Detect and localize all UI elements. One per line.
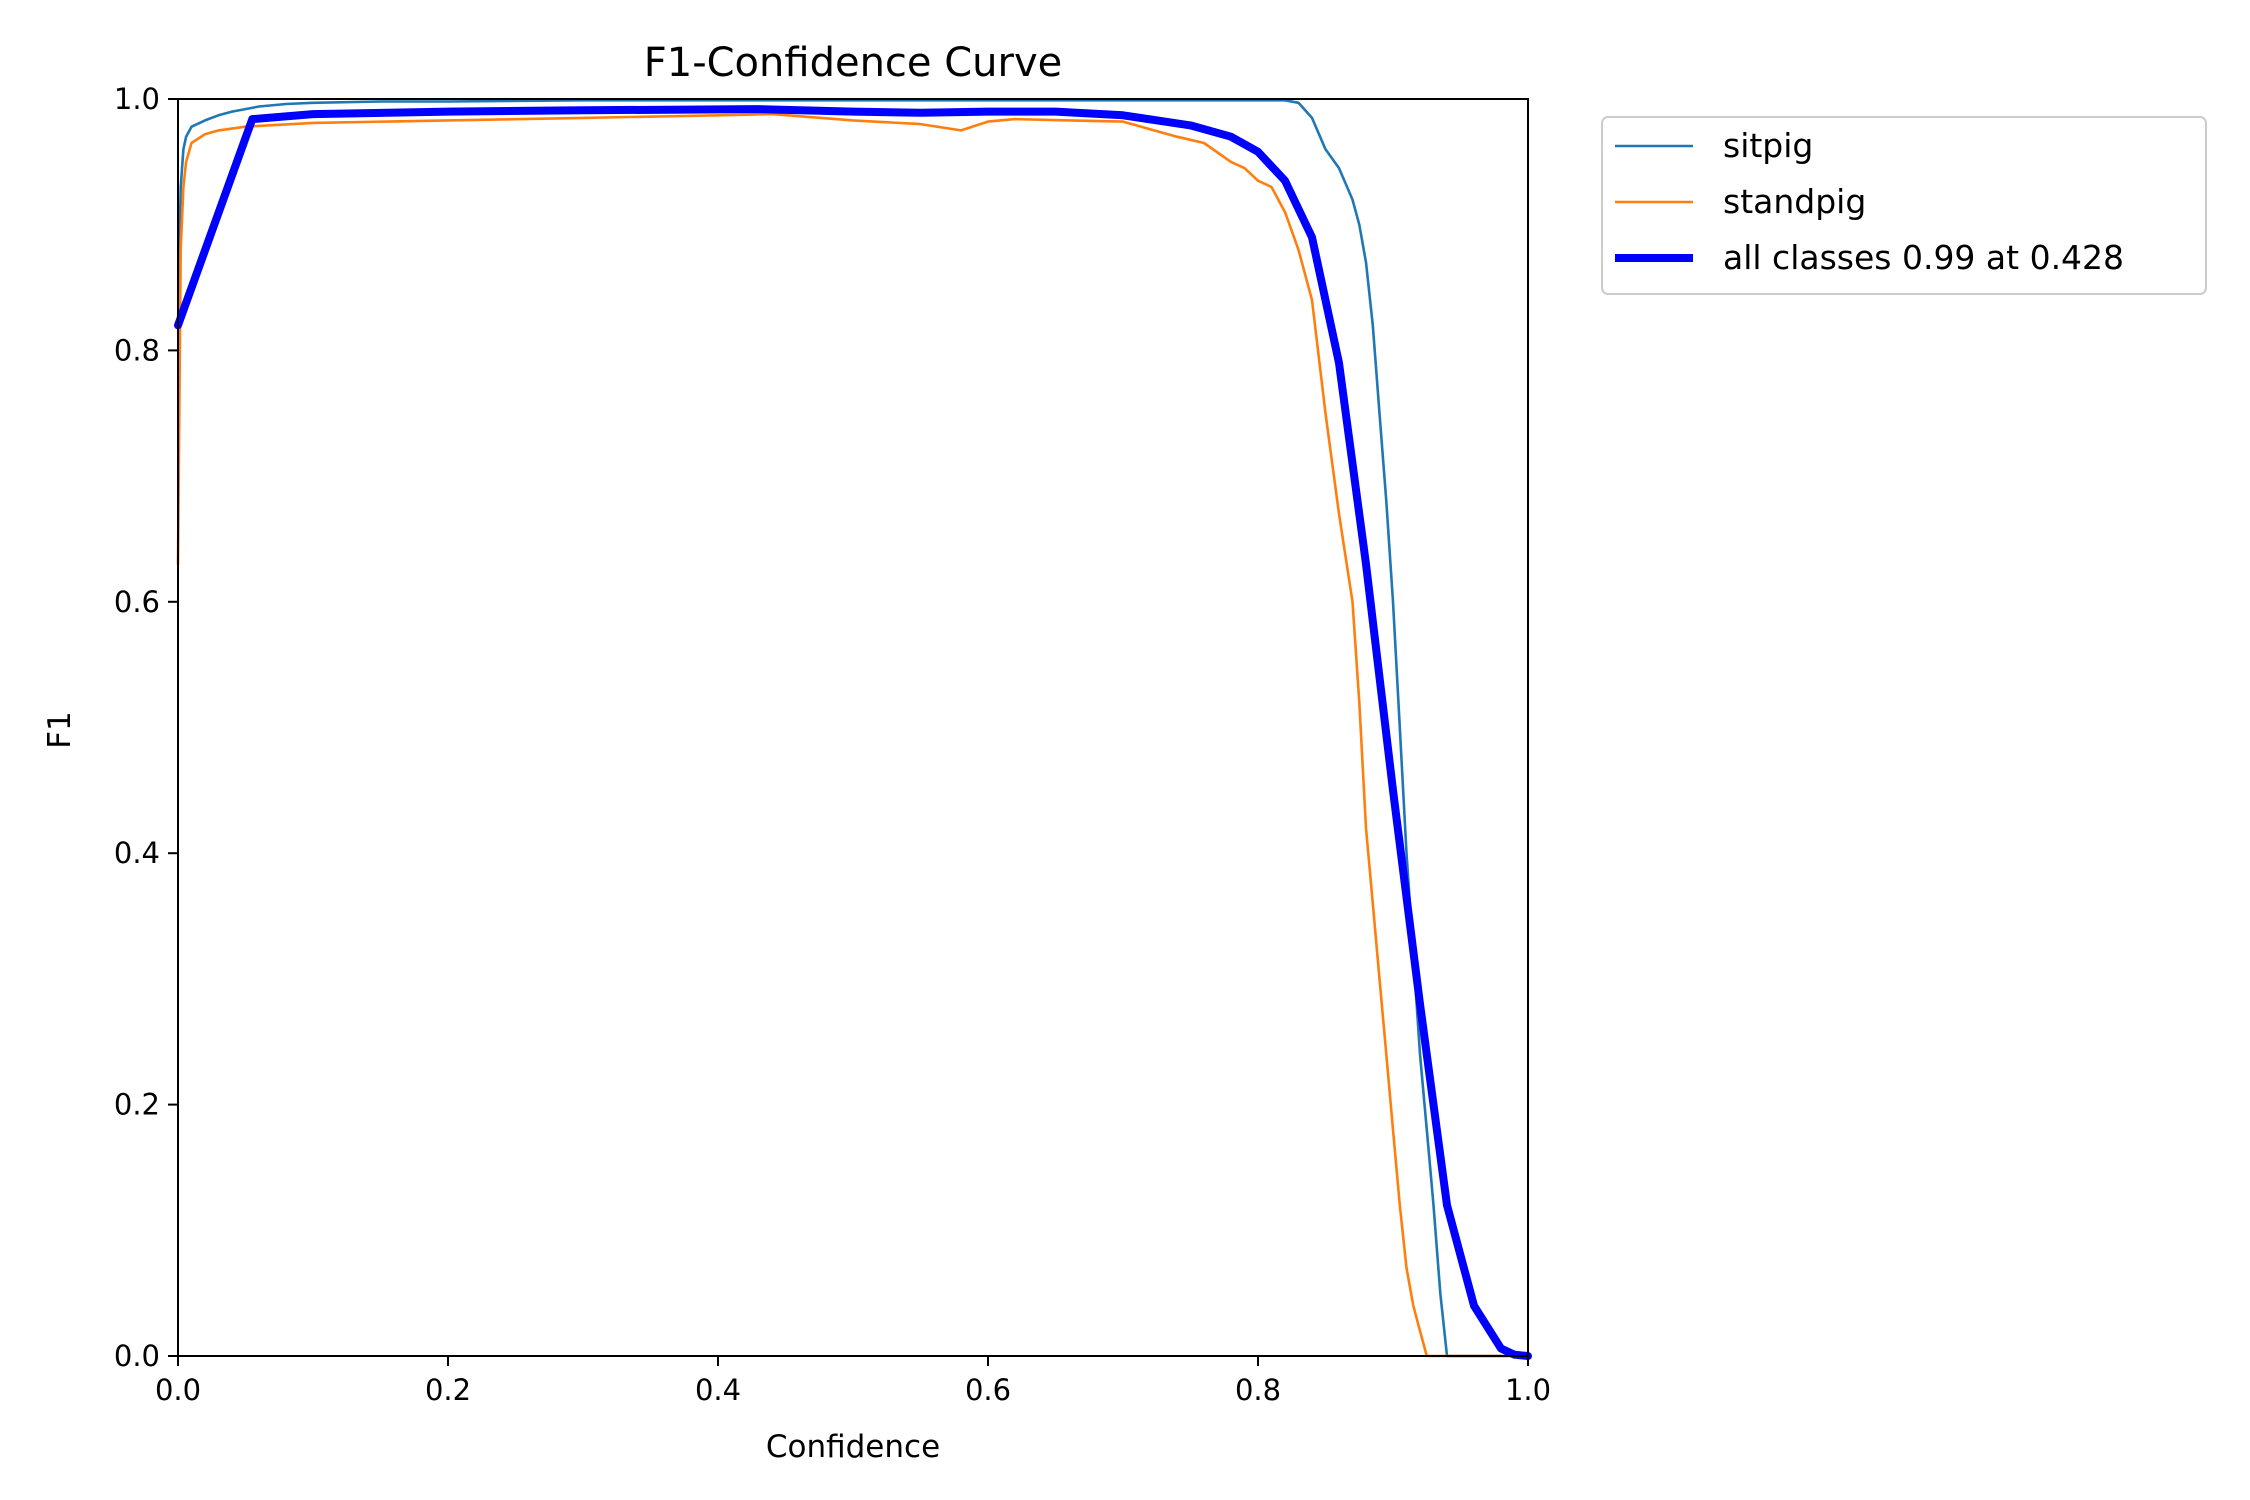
y-axis-label: F1 — [42, 711, 78, 749]
y-tick-label: 0.0 — [114, 1339, 160, 1373]
x-axis-ticks: 0.0 0.2 0.4 0.6 0.8 1.0 — [155, 1356, 1551, 1407]
series-line-1 — [176, 112, 1530, 1358]
x-tick-label: 0.0 — [155, 1373, 201, 1407]
y-tick-label: 0.4 — [114, 836, 160, 870]
y-tick-label: 0.2 — [114, 1088, 160, 1122]
plot-series — [174, 99, 1532, 1360]
x-tick-label: 0.6 — [965, 1373, 1011, 1407]
legend-label-0: sitpig — [1723, 126, 1813, 165]
y-tick-label: 0.6 — [114, 585, 160, 619]
series-line-2 — [174, 105, 1532, 1360]
x-tick-label: 0.8 — [1235, 1373, 1281, 1407]
legend-label-2: all classes 0.99 at 0.428 — [1723, 238, 2124, 277]
plot-frame — [177, 98, 1529, 1357]
y-axis-ticks: 0.0 0.2 0.4 0.6 0.8 1.0 — [114, 82, 178, 1373]
x-axis-label: Confidence — [766, 1429, 940, 1465]
y-tick-label: 0.8 — [114, 333, 160, 367]
legend-label-1: standpig — [1723, 182, 1866, 221]
legend: sitpig standpig all classes 0.99 at 0.428 — [1601, 116, 2207, 295]
legend-items: sitpig standpig all classes 0.99 at 0.428 — [1615, 126, 2124, 277]
x-tick-label: 0.4 — [695, 1373, 741, 1407]
legend-frame — [1601, 116, 2207, 295]
y-tick-label: 1.0 — [114, 82, 160, 116]
chart-title: F1-Confidence Curve — [644, 40, 1063, 86]
x-tick-label: 1.0 — [1505, 1373, 1551, 1407]
x-tick-label: 0.2 — [425, 1373, 471, 1407]
